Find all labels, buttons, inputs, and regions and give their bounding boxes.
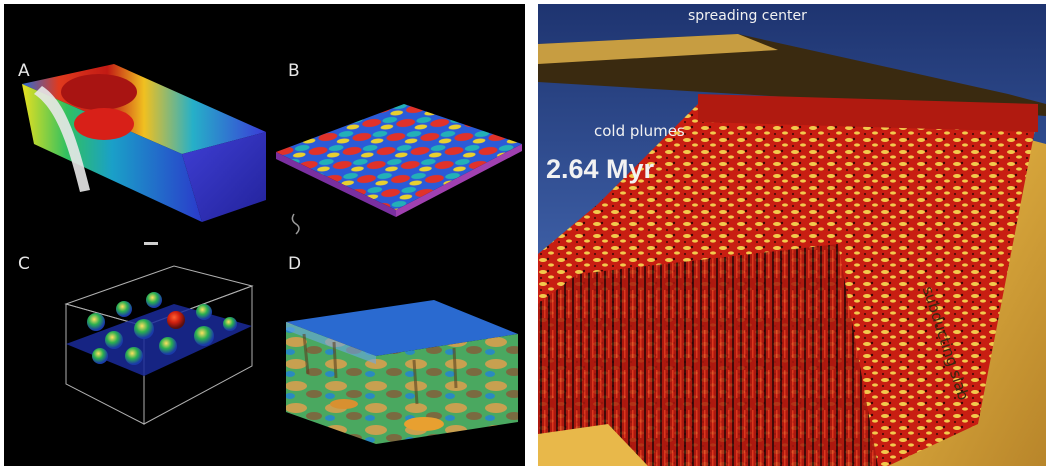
left-figure: A B C D — [4, 4, 525, 466]
panel-label-a: A — [18, 61, 30, 81]
panel-label-b: B — [288, 61, 300, 81]
left-figure-art — [22, 64, 522, 444]
panel-c-model — [64, 242, 254, 425]
label-cold-plumes: cold plumes — [594, 122, 685, 140]
label-time: 2.64 Myr — [546, 154, 655, 184]
label-spreading-center: spreading center — [688, 8, 807, 24]
right-figure-art — [538, 4, 1046, 466]
panel-d-model — [286, 300, 518, 444]
right-figure: spreading center cold plumes 2.64 Myr su… — [538, 4, 1046, 466]
panel-label-d: D — [288, 254, 302, 274]
panel-label-c: C — [18, 254, 30, 274]
panel-b-model — [276, 104, 522, 235]
panel-a-model — [22, 64, 266, 222]
